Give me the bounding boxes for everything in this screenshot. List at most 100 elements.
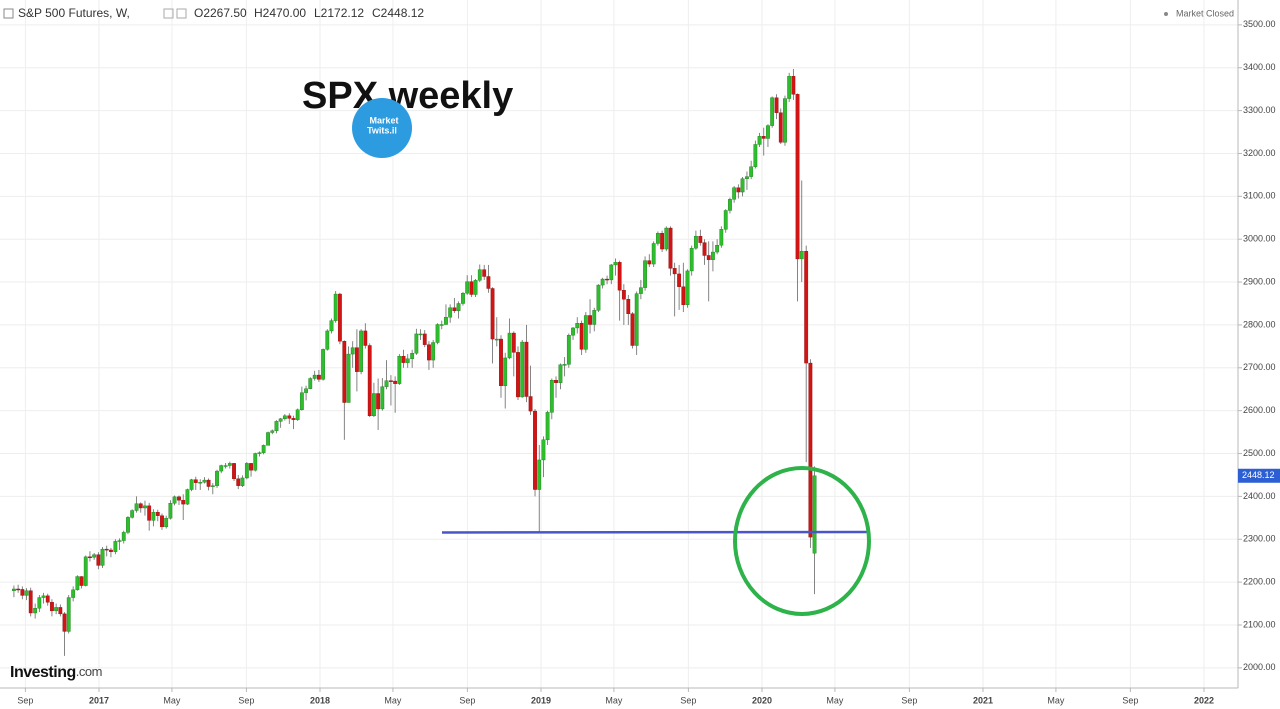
candle-body xyxy=(295,409,300,420)
candle-body xyxy=(236,478,241,486)
candle-body xyxy=(494,338,499,341)
candle-body xyxy=(516,352,520,398)
candle-body xyxy=(524,341,529,397)
candle-body xyxy=(647,260,652,265)
candle-body xyxy=(134,503,139,511)
candle-body xyxy=(79,576,84,586)
candle-body xyxy=(401,356,406,363)
candle-body xyxy=(778,112,783,143)
candle-body xyxy=(651,243,656,265)
candle-body xyxy=(232,463,236,480)
candle-body xyxy=(554,380,558,383)
candle-body xyxy=(588,315,592,325)
candle-body xyxy=(321,349,325,380)
logo-text: Market xyxy=(369,115,398,125)
x-tick-label: 2021 xyxy=(973,695,993,705)
y-tick-label: 2800.00 xyxy=(1243,319,1276,329)
candle-body xyxy=(37,597,42,609)
candle-body xyxy=(808,362,813,538)
x-tick-label: May xyxy=(384,695,402,705)
axis-labels: 2000.00 2100.00 2200.00 2300.00 2400.00 2500.… xyxy=(17,19,1280,705)
candle-body xyxy=(465,281,470,294)
candle-body xyxy=(325,330,330,350)
candle-body xyxy=(431,342,436,361)
candle-body xyxy=(528,396,533,412)
candle-body xyxy=(414,333,419,354)
candle-body xyxy=(732,187,737,200)
candle-body xyxy=(278,418,283,422)
candle-body xyxy=(24,590,29,596)
candle-body xyxy=(104,548,109,551)
candle-body xyxy=(660,232,664,250)
candle-body xyxy=(609,264,614,281)
brand: Investing.com xyxy=(10,664,102,681)
candle-body xyxy=(749,166,754,177)
candle-body xyxy=(435,324,440,343)
candle-body xyxy=(376,393,381,410)
candle-body xyxy=(745,176,749,179)
support-line xyxy=(441,530,869,534)
candle-body xyxy=(367,345,372,417)
candle-body xyxy=(630,313,635,346)
candle-body xyxy=(605,278,609,281)
y-tick-label: 2100.00 xyxy=(1243,619,1276,629)
candle-body xyxy=(728,199,732,211)
x-tick-label: 2018 xyxy=(310,695,330,705)
candle-body xyxy=(160,515,164,528)
candle-body xyxy=(333,293,338,321)
candle-body xyxy=(592,310,597,325)
candle-body xyxy=(206,479,211,487)
candle-body xyxy=(75,576,80,591)
candle-body xyxy=(719,229,724,246)
candle-body xyxy=(715,244,720,253)
candle-body xyxy=(469,281,474,295)
y-tick-label: 3300.00 xyxy=(1243,105,1276,115)
candle-body xyxy=(337,293,342,342)
x-tick-label: Sep xyxy=(1122,695,1138,705)
candle-body xyxy=(380,386,385,410)
candle-body xyxy=(185,489,190,505)
candle-body xyxy=(359,330,364,372)
candle-body xyxy=(783,98,787,143)
x-tick-label: Sep xyxy=(680,695,696,705)
candle-body xyxy=(562,364,567,366)
candle-body xyxy=(664,227,669,250)
candle-body xyxy=(698,235,703,243)
candle-body xyxy=(753,144,758,167)
logo-text: Twits.il xyxy=(367,125,397,135)
candle-body xyxy=(215,470,219,486)
x-tick-label: May xyxy=(605,695,623,705)
icon[interactable] xyxy=(176,8,187,19)
candle-body xyxy=(58,607,63,615)
candle-body xyxy=(113,541,118,552)
candle-body xyxy=(143,505,147,509)
candle-body xyxy=(537,459,542,490)
chart-title: SPX weekly xyxy=(302,75,513,117)
status-dot xyxy=(1164,12,1168,16)
candle-body xyxy=(249,463,253,471)
candle-body xyxy=(761,136,766,139)
candle-body xyxy=(282,415,287,420)
candle-body xyxy=(96,554,101,566)
candle-body xyxy=(312,374,317,379)
icon[interactable] xyxy=(163,8,174,19)
candle-body xyxy=(350,347,355,355)
candle-body xyxy=(448,307,453,318)
candle-body xyxy=(511,332,516,353)
candle-body xyxy=(92,554,97,558)
x-tick-label: 2019 xyxy=(531,695,551,705)
candle-body xyxy=(389,380,393,382)
candle-body xyxy=(804,250,809,364)
candle-body xyxy=(274,421,279,432)
candle-body xyxy=(533,410,537,490)
candle-body xyxy=(54,607,59,612)
candle-body xyxy=(16,588,21,591)
y-tick-label: 2600.00 xyxy=(1243,405,1276,415)
candle-body xyxy=(655,232,660,244)
candle-body xyxy=(621,290,626,300)
candle-body xyxy=(596,284,601,311)
collapse-icon[interactable] xyxy=(3,8,14,19)
candle-body xyxy=(711,251,715,260)
brand-name: Investing xyxy=(10,664,76,681)
candle-body xyxy=(100,548,105,566)
